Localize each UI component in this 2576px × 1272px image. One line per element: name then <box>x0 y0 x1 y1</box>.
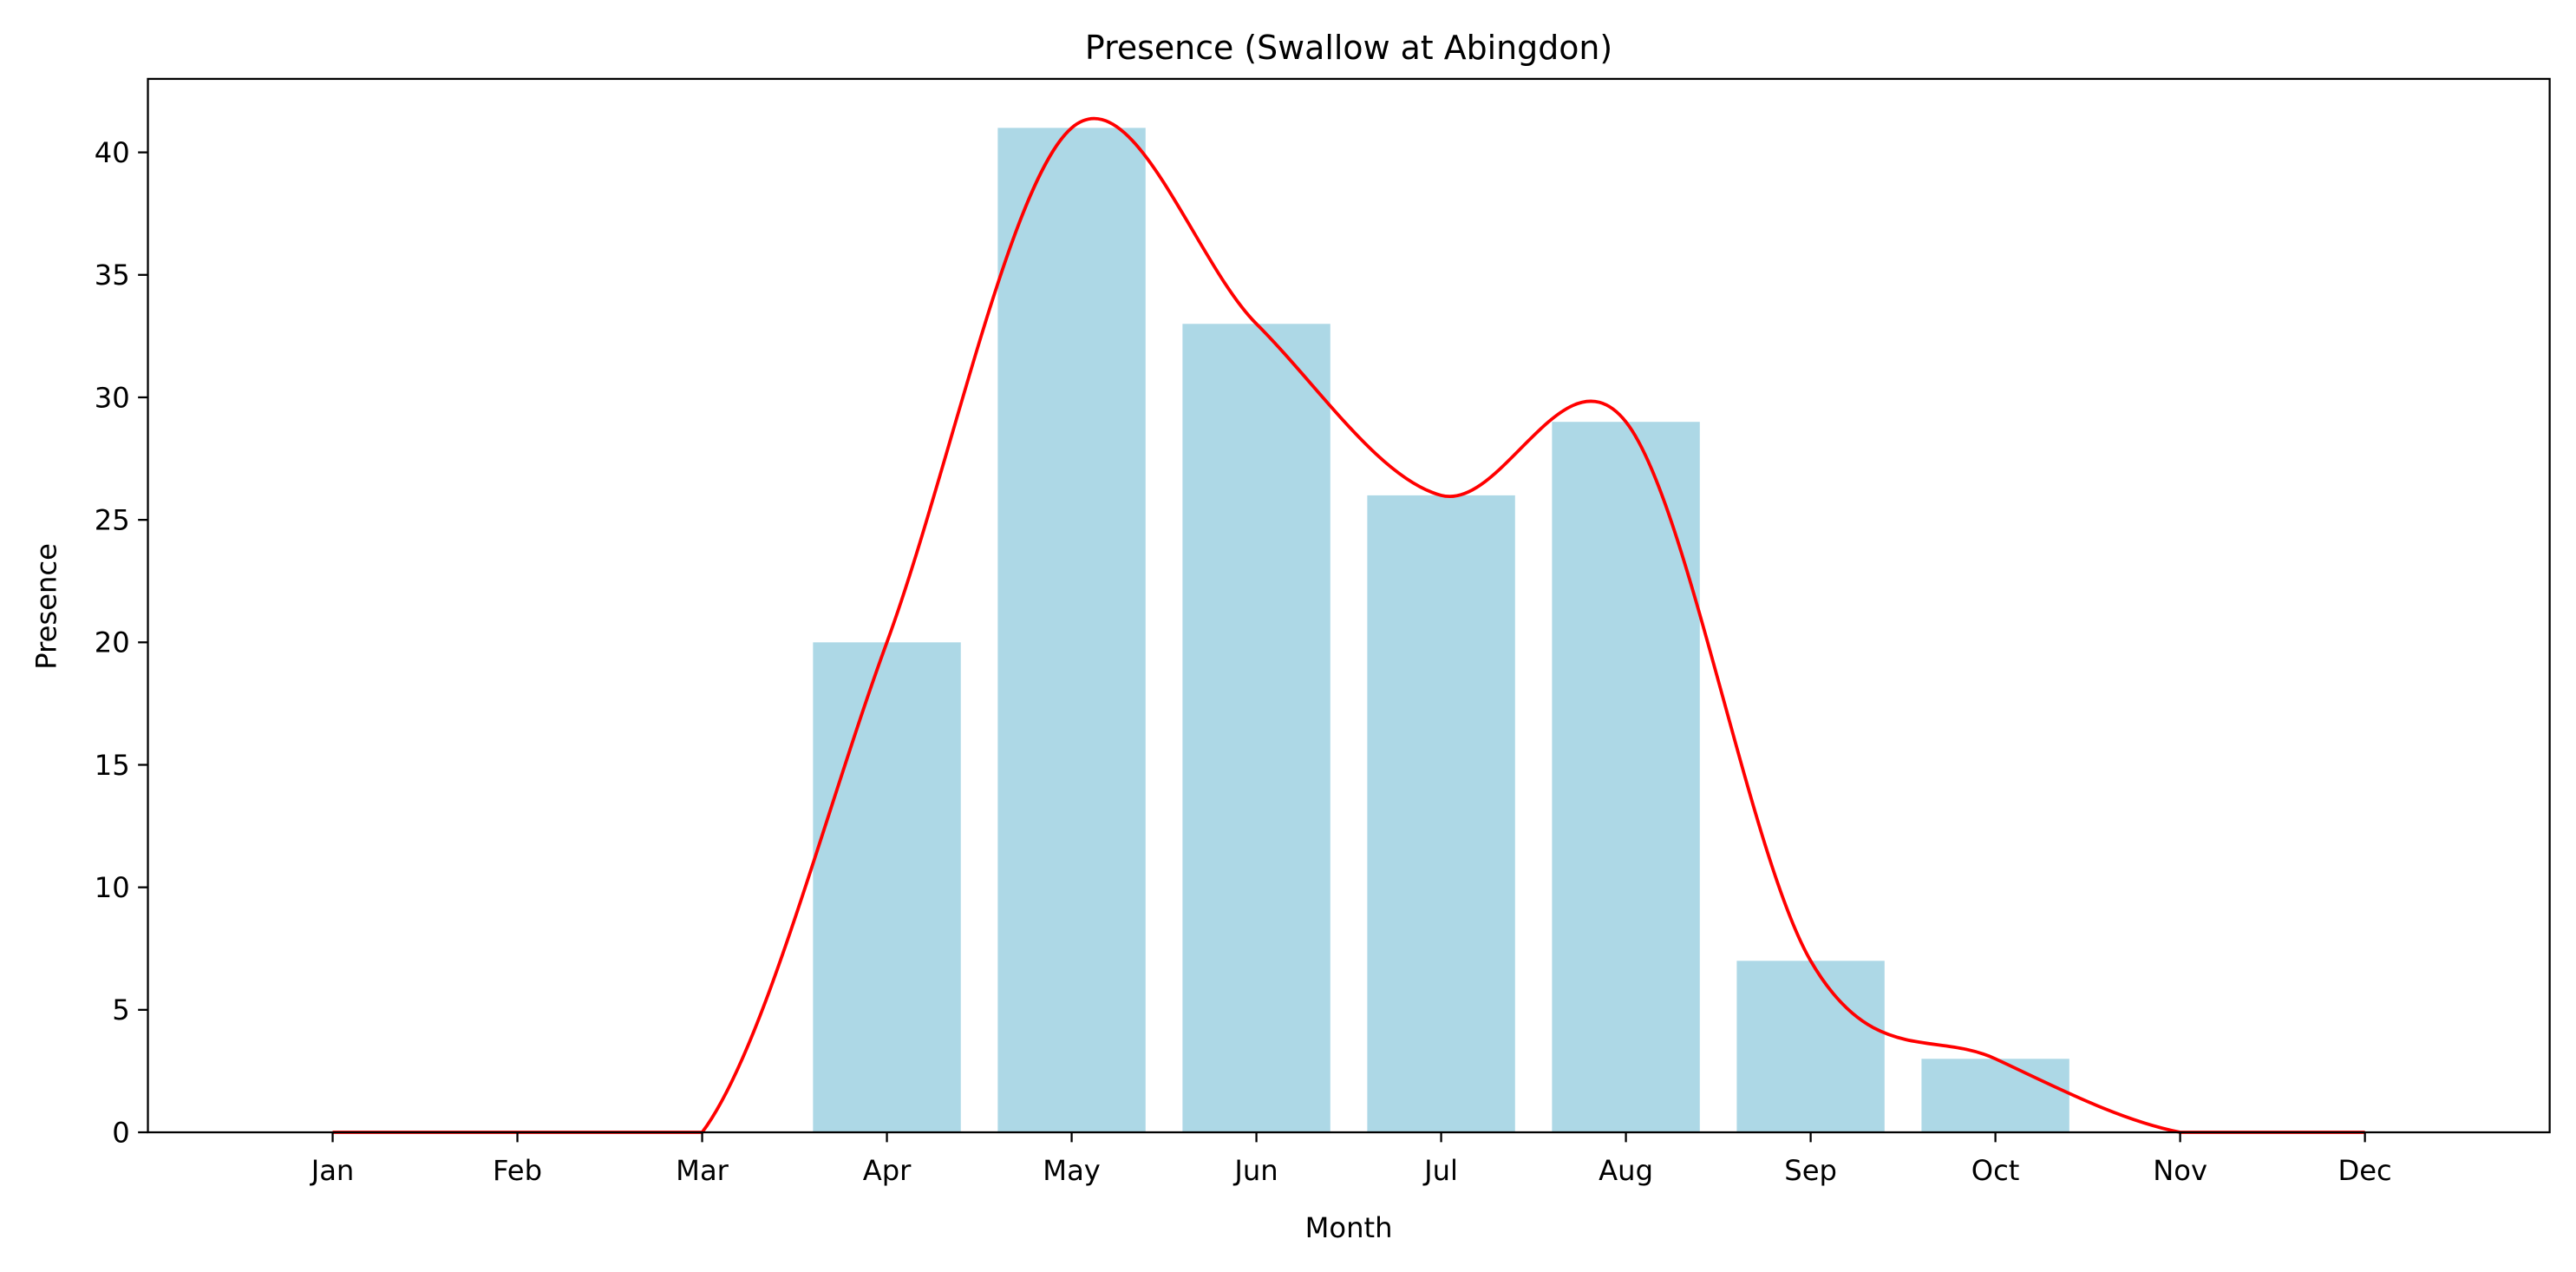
bars-group <box>813 128 2069 1133</box>
x-tick-label: Jun <box>1232 1154 1278 1187</box>
x-tick-label: Aug <box>1599 1154 1653 1187</box>
bar-aug <box>1552 422 1700 1133</box>
y-tick-label: 40 <box>95 136 130 169</box>
y-tick-label: 0 <box>112 1116 129 1149</box>
x-tick-label: Apr <box>863 1154 912 1187</box>
y-tick-label: 20 <box>95 626 130 659</box>
x-tick-label: Nov <box>2153 1154 2207 1187</box>
y-axis-label: Presence <box>29 543 62 670</box>
y-tick-label: 5 <box>112 993 129 1026</box>
y-tick-label: 10 <box>95 871 130 904</box>
bar-sep <box>1736 961 1885 1133</box>
plot-frame <box>147 77 2551 1134</box>
x-axis-label: Month <box>1305 1211 1393 1244</box>
bar-oct <box>1921 1059 2069 1133</box>
x-tick-label: Dec <box>2337 1154 2391 1187</box>
x-tick-label: Jul <box>1422 1154 1458 1187</box>
x-tick-label: Oct <box>1971 1154 2020 1187</box>
y-tick-label: 30 <box>95 381 130 414</box>
x-tick-label: Feb <box>493 1154 542 1187</box>
x-tick-label: Mar <box>676 1154 729 1187</box>
chart-title: Presence (Swallow at Abingdon) <box>1085 29 1612 67</box>
y-tick-label: 15 <box>95 749 130 782</box>
bar-jun <box>1182 324 1330 1133</box>
x-tick-label: Jan <box>310 1154 355 1187</box>
y-tick-label: 25 <box>95 504 130 537</box>
x-tick-label: Sep <box>1784 1154 1837 1187</box>
bar-apr <box>813 642 961 1133</box>
y-tick-label: 35 <box>95 259 130 292</box>
x-tick-label: May <box>1043 1154 1101 1187</box>
bar-may <box>997 128 1146 1133</box>
trend-line <box>332 117 2365 1134</box>
y-axis: 0 5 10 15 20 25 30 35 40 <box>95 136 148 1149</box>
bar-jul <box>1367 495 1515 1133</box>
x-axis: Jan Feb Mar Apr May Jun Jul Aug Sep Oct Nov Dec <box>310 1132 2392 1187</box>
